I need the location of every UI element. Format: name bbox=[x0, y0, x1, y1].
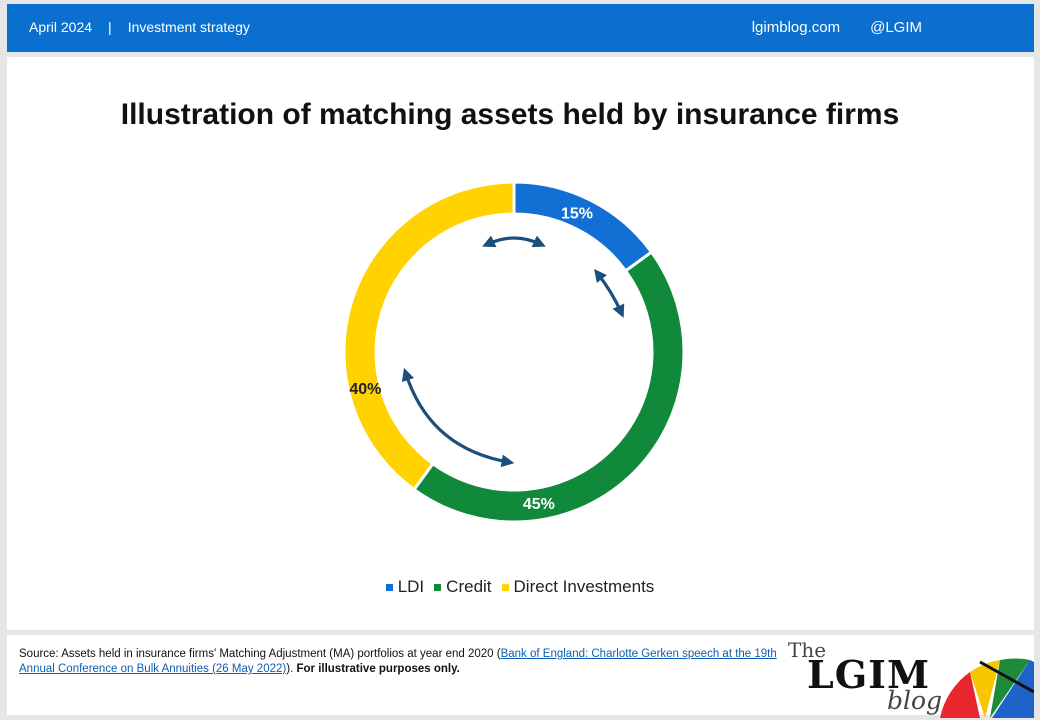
arrow-ldi-credit bbox=[594, 268, 625, 318]
lgim-blog-logo: The LGIM blog bbox=[785, 638, 985, 715]
slice-direct-investments bbox=[342, 180, 516, 492]
header-section: Investment strategy bbox=[127, 19, 250, 35]
header-site-link[interactable]: lgimblog.com bbox=[751, 19, 841, 36]
logo-lgim: LGIM bbox=[807, 652, 931, 697]
data-label-direct-investments: 40% bbox=[349, 381, 381, 398]
slice-ldi bbox=[512, 180, 654, 273]
arrow-ldi-direct bbox=[482, 235, 546, 248]
arrow-credit-direct bbox=[401, 367, 515, 468]
chart-panel bbox=[7, 57, 1034, 630]
header-handle-link[interactable]: @LGIM bbox=[870, 19, 922, 36]
legend-label: LDI bbox=[397, 577, 425, 596]
chart-legend: LDI Credit Direct Investments bbox=[0, 577, 1040, 597]
disclaimer: For illustrative purposes only. bbox=[296, 663, 460, 675]
legend-swatch bbox=[385, 583, 393, 591]
header-bar: April 2024 | Investment strategy lgimblo… bbox=[7, 4, 1034, 52]
legend-swatch bbox=[434, 583, 442, 591]
logo-blog: blog bbox=[887, 686, 943, 715]
data-label-ldi: 15% bbox=[561, 206, 593, 223]
legend-item-direct-investments: Direct Investments bbox=[501, 577, 655, 597]
source-prefix: Source: Assets held in insurance firms' … bbox=[19, 648, 501, 660]
source-note: Source: Assets held in insurance firms' … bbox=[19, 648, 777, 675]
header-date: April 2024 bbox=[29, 19, 93, 35]
legend-swatch bbox=[501, 583, 509, 591]
annotation-arrows bbox=[401, 235, 625, 468]
chart-title: Illustration of matching assets held by … bbox=[120, 98, 900, 131]
data-label-credit: 45% bbox=[523, 496, 555, 513]
umbrella-logo-icon bbox=[940, 658, 1034, 718]
source-suffix: . bbox=[290, 663, 297, 675]
header-right: lgimblog.com @LGIM bbox=[752, 19, 922, 36]
source-link[interactable]: Bank of England: Charlotte Gerken speech… bbox=[19, 648, 777, 675]
legend-item-ldi: LDI bbox=[385, 577, 425, 597]
logo-the: The bbox=[788, 638, 827, 662]
footer-panel: Source: Assets held in insurance firms' … bbox=[7, 635, 1034, 715]
legend-item-credit: Credit bbox=[434, 577, 492, 597]
slice-credit bbox=[411, 249, 686, 524]
header-left: April 2024 | Investment strategy bbox=[29, 19, 250, 35]
legend-label: Credit bbox=[446, 577, 492, 596]
header-separator: | bbox=[108, 19, 112, 35]
legend-label: Direct Investments bbox=[513, 577, 655, 596]
